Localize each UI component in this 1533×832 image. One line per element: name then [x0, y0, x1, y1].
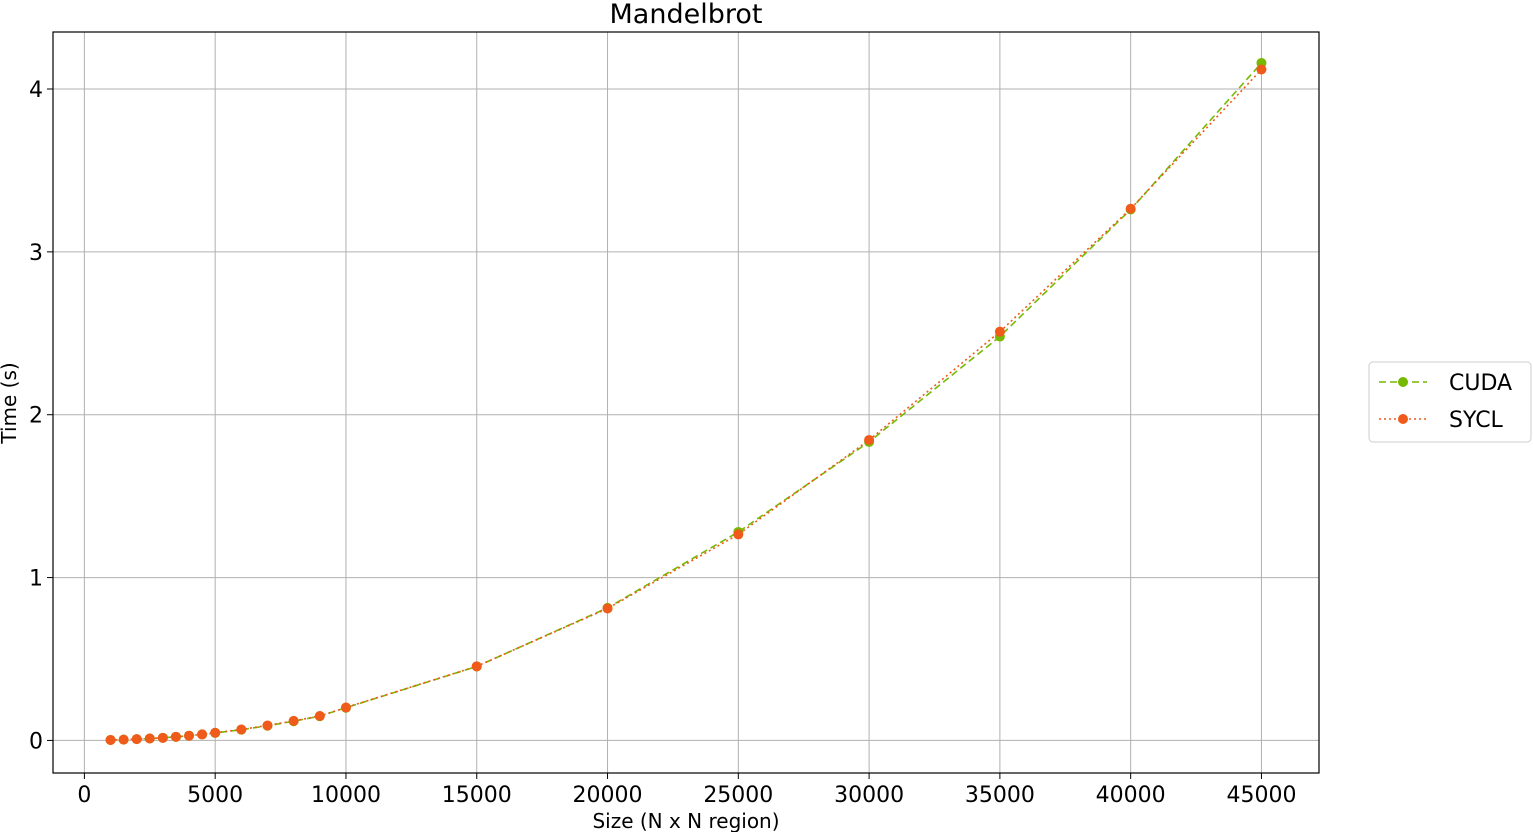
x-axis-label: Size (N x N region)	[592, 809, 779, 832]
chart-title: Mandelbrot	[610, 0, 763, 30]
x-tick-label: 15000	[442, 783, 512, 808]
y-tick-label: 3	[29, 241, 43, 266]
data-point-sycl	[262, 720, 273, 731]
x-axis: 0 5000 10000 15000 20000 25000 30000 35000 40000…	[77, 773, 1296, 808]
series-cuda	[105, 57, 1267, 745]
x-tick-label: 20000	[573, 783, 643, 808]
data-point-sycl	[602, 603, 613, 614]
series-layer	[105, 57, 1267, 745]
data-point-sycl	[197, 729, 208, 740]
y-tick-label: 2	[29, 404, 43, 429]
data-point-sycl	[210, 727, 221, 738]
y-tick-label: 4	[29, 78, 43, 103]
x-tick-label: 40000	[1096, 783, 1166, 808]
data-point-sycl	[471, 661, 482, 672]
series-sycl	[105, 64, 1267, 745]
series-line-cuda	[110, 62, 1263, 741]
data-point-sycl	[994, 326, 1005, 337]
data-point-sycl	[864, 434, 875, 445]
y-axis-label: Time (s)	[0, 362, 21, 444]
y-tick-label: 0	[29, 729, 43, 754]
data-point-sycl	[157, 732, 168, 743]
x-tick-label: 35000	[965, 783, 1035, 808]
legend-label-sycl: SYCL	[1449, 408, 1504, 433]
data-point-sycl	[236, 724, 247, 735]
legend-label-cuda: CUDA	[1449, 371, 1512, 396]
x-tick-label: 10000	[311, 783, 381, 808]
legend: CUDA SYCL	[1368, 361, 1532, 443]
data-point-sycl	[340, 702, 351, 713]
data-point-sycl	[184, 730, 195, 741]
plot-frame	[52, 31, 1320, 774]
y-axis: 0 1 2 3 4	[29, 78, 53, 754]
x-tick-label: 5000	[187, 783, 243, 808]
x-tick-label: 45000	[1226, 783, 1296, 808]
x-tick-label: 30000	[834, 783, 904, 808]
series-line-sycl	[110, 68, 1263, 741]
legend-marker-sycl	[1398, 414, 1408, 424]
data-point-sycl	[118, 734, 129, 745]
legend-marker-cuda	[1398, 377, 1408, 387]
data-point-sycl	[288, 715, 299, 726]
x-tick-label: 25000	[703, 783, 773, 808]
data-point-sycl	[314, 711, 325, 721]
data-point-sycl	[733, 529, 744, 540]
grid	[53, 32, 1319, 773]
y-tick-label: 1	[29, 567, 43, 592]
data-point-sycl	[105, 734, 116, 745]
data-point-sycl	[1256, 64, 1267, 75]
data-point-sycl	[131, 734, 142, 745]
data-point-sycl	[144, 733, 155, 744]
legend-frame	[1368, 361, 1532, 443]
data-point-sycl	[1125, 203, 1136, 214]
x-tick-label: 0	[77, 783, 91, 808]
data-point-sycl	[170, 731, 181, 742]
